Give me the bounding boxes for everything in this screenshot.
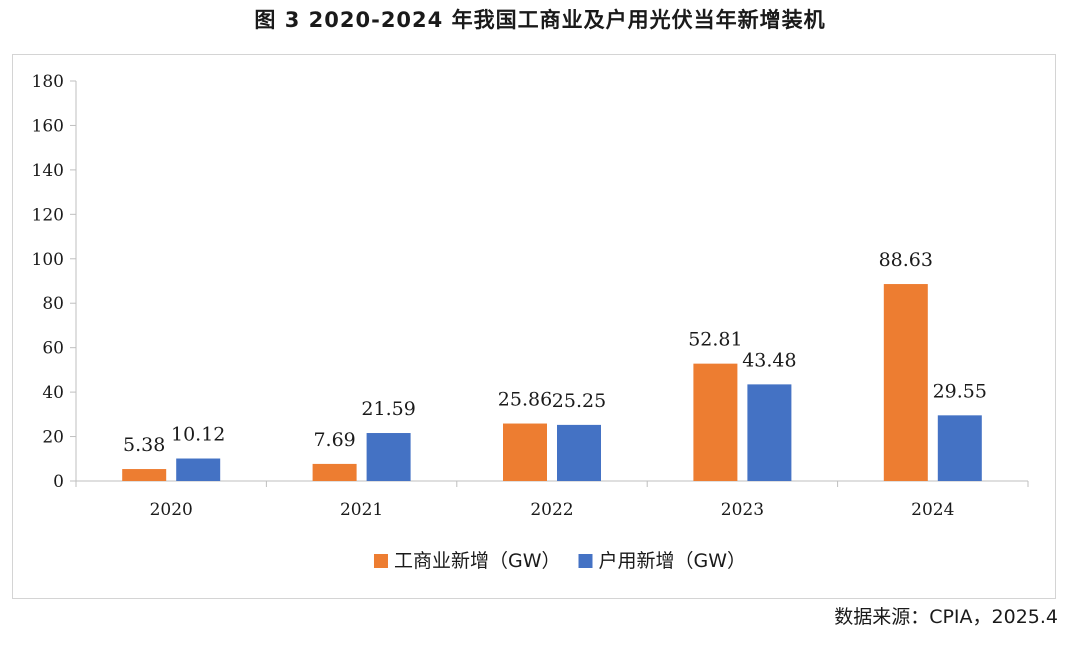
y-tick-label: 160 bbox=[32, 116, 64, 136]
y-tick-label: 60 bbox=[42, 339, 64, 359]
data-label: 88.63 bbox=[879, 249, 933, 271]
bar-series-1 bbox=[122, 469, 167, 481]
legend-label: 工商业新增（GW） bbox=[394, 550, 561, 572]
legend-swatch bbox=[578, 554, 593, 568]
data-label: 52.81 bbox=[688, 329, 742, 351]
x-tick-label: 2022 bbox=[530, 500, 573, 520]
legend-item: 户用新增（GW） bbox=[578, 550, 747, 572]
data-label: 43.48 bbox=[742, 349, 796, 371]
data-labels: 5.38 7.69 25.86 52.81 88.63 10.12 21.59 25.25 43… bbox=[123, 249, 987, 456]
data-label: 25.25 bbox=[552, 390, 606, 412]
y-tick-label: 20 bbox=[42, 428, 64, 448]
y-tick-label: 0 bbox=[53, 472, 64, 492]
bar-series-2 bbox=[176, 458, 221, 481]
legend: 工商业新增（GW） 户用新增（GW） bbox=[373, 550, 747, 572]
y-tick-label: 40 bbox=[42, 383, 64, 403]
bar-series-1 bbox=[503, 423, 547, 481]
y-tick-label: 120 bbox=[32, 205, 64, 225]
legend-label: 户用新增（GW） bbox=[599, 550, 747, 572]
data-label: 5.38 bbox=[123, 434, 165, 456]
bars bbox=[122, 284, 982, 481]
legend-item: 工商业新增（GW） bbox=[373, 550, 561, 572]
bar-series-2 bbox=[937, 415, 982, 481]
source-note: 数据来源：CPIA，2025.4 bbox=[834, 606, 1058, 628]
bar-series-2 bbox=[557, 424, 601, 481]
bar-series-2 bbox=[366, 433, 411, 481]
chart-frame bbox=[12, 54, 1056, 599]
y-tick-label: 100 bbox=[32, 250, 64, 270]
legend-swatch bbox=[373, 554, 388, 568]
data-label: 10.12 bbox=[171, 424, 225, 446]
x-tick-label: 2024 bbox=[911, 500, 954, 520]
bar-series-1 bbox=[883, 284, 928, 481]
data-label: 21.59 bbox=[361, 398, 415, 420]
y-tick-label: 80 bbox=[42, 294, 64, 314]
x-tick-label: 2020 bbox=[150, 500, 193, 520]
bar-series-2 bbox=[747, 384, 792, 481]
data-label: 25.86 bbox=[498, 389, 552, 411]
y-tick-label: 180 bbox=[32, 72, 64, 92]
x-tick-label: 2023 bbox=[721, 500, 764, 520]
bar-series-1 bbox=[312, 463, 357, 481]
data-label: 7.69 bbox=[313, 429, 355, 451]
x-tick-label: 2021 bbox=[340, 500, 383, 520]
bar-series-1 bbox=[693, 363, 738, 481]
chart-title: 图 3 2020-2024 年我国工商业及户用光伏当年新增装机 bbox=[254, 8, 826, 32]
legend-items: 工商业新增（GW） 户用新增（GW） bbox=[373, 550, 747, 572]
x-axis: 2020 2021 2022 2023 2024 bbox=[75, 480, 1029, 520]
y-tick-label: 140 bbox=[32, 161, 64, 181]
data-label: 29.55 bbox=[933, 380, 987, 402]
y-axis: 0 20 40 60 80 100 120 140 160 180 bbox=[32, 72, 77, 492]
